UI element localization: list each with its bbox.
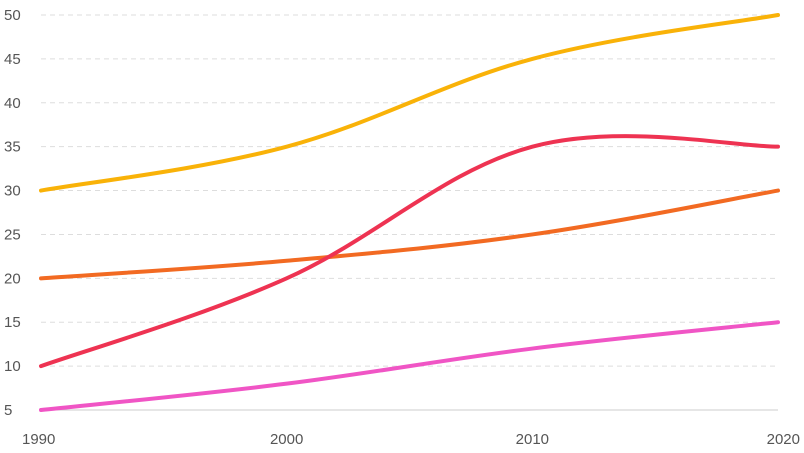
y-tick-label: 20 [4, 270, 21, 287]
series-line-3 [39, 134, 780, 369]
y-tick-label: 25 [4, 226, 21, 243]
y-tick-label: 10 [4, 358, 21, 375]
x-tick-label: 2000 [270, 431, 303, 448]
x-tick-label: 1990 [22, 431, 55, 448]
series-line-4 [39, 320, 780, 412]
series-lines [39, 13, 780, 412]
x-tick-label: 2010 [516, 431, 549, 448]
y-tick-label: 30 [4, 183, 21, 200]
y-tick-label: 35 [4, 139, 21, 156]
y-tick-label: 40 [4, 95, 21, 112]
y-axis-ticks: 5 10 15 20 25 30 35 40 45 50 [4, 7, 21, 419]
x-tick-label: 2020 [767, 431, 800, 448]
y-tick-label: 15 [4, 314, 21, 331]
y-tick-label: 50 [4, 7, 21, 24]
x-axis-ticks: 1990 2000 2010 2020 [22, 431, 800, 448]
series-line-1 [39, 13, 780, 193]
grid [41, 14, 778, 411]
series-line-2 [39, 188, 780, 281]
y-tick-label: 5 [4, 402, 12, 419]
y-tick-label: 45 [4, 51, 21, 68]
